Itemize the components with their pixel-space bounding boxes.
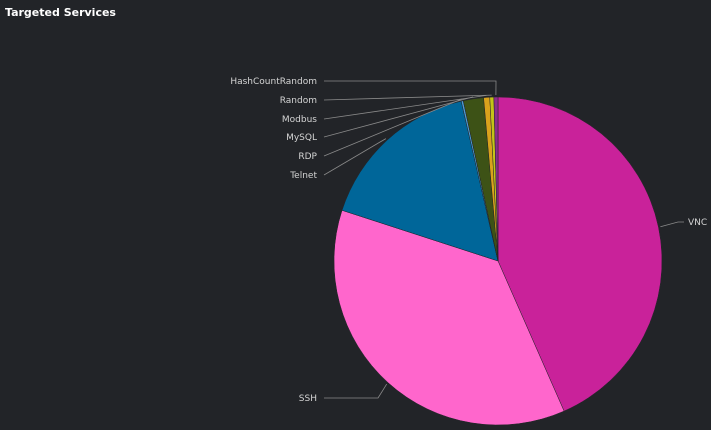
slice-label-random: Random bbox=[280, 96, 317, 106]
leader-line-vnc bbox=[660, 221, 684, 228]
leader-line-rdp bbox=[323, 98, 462, 157]
leader-line-modbus bbox=[323, 95, 487, 120]
pie-slice-hashcountrandom[interactable] bbox=[493, 96, 499, 262]
slice-label-ssh: SSH bbox=[299, 394, 317, 404]
slice-label-modbus: Modbus bbox=[282, 115, 317, 125]
pie-slice-ssh[interactable] bbox=[333, 210, 565, 426]
leader-line-hashcountrandom bbox=[324, 80, 497, 96]
leader-line-mysql bbox=[323, 96, 474, 138]
slice-label-rdp: RDP bbox=[298, 152, 317, 162]
pie-slice-vnc[interactable] bbox=[497, 96, 663, 412]
leader-line-telnet bbox=[323, 138, 387, 176]
slice-label-vnc: VNC bbox=[688, 218, 707, 228]
slice-label-hashcountrandom: HashCountRandom bbox=[230, 77, 317, 87]
panel-title: Targeted Services bbox=[5, 6, 116, 19]
slice-label-telnet: Telnet bbox=[289, 171, 317, 181]
slice-label-mysql: MySQL bbox=[286, 133, 317, 143]
leader-line-random bbox=[323, 94, 492, 101]
leader-line-ssh bbox=[324, 383, 388, 399]
